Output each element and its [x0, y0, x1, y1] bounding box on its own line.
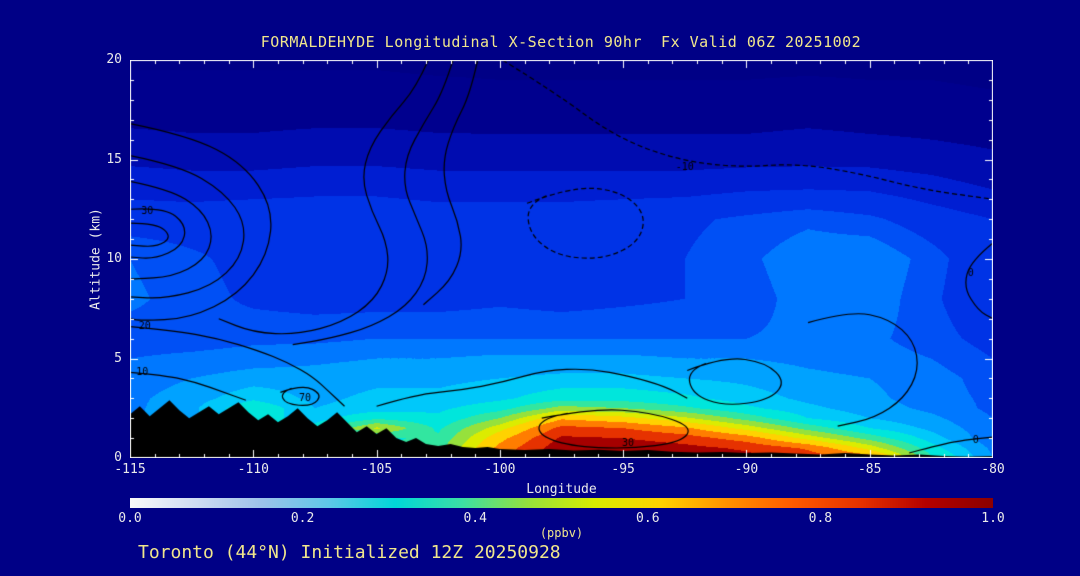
x-tick-label: -90 [734, 462, 759, 477]
x-tick-label: -105 [360, 462, 393, 477]
y-tick-label: 15 [106, 151, 122, 167]
plot-area [130, 60, 993, 458]
x-tick-label: -100 [484, 462, 516, 477]
x-tick-label: -80 [981, 462, 1005, 477]
xsection-plot-canvas [130, 60, 993, 458]
y-tick-label: 5 [114, 350, 122, 366]
y-tick-label: 0 [114, 450, 122, 465]
x-tick-label: -95 [611, 462, 635, 477]
y-tick-label: 20 [106, 52, 122, 67]
colorbar-tick-label: 0.8 [808, 511, 833, 526]
colorbar-tick-label: 0.6 [636, 511, 660, 526]
y-tick-label: 10 [106, 251, 122, 266]
colorbar-tick-label: 0.2 [290, 511, 315, 526]
x-axis-label: Longitude [526, 482, 597, 497]
colorbar-label: (ppbv) [539, 526, 584, 540]
chart-title: FORMALDEHYDE Longitudinal X-Section 90hr… [260, 33, 862, 51]
init-info-text: Toronto (44°N) Initialized 12Z 20250928 [138, 542, 561, 563]
colorbar-tick-label: 0.0 [118, 511, 142, 526]
x-tick-label: -85 [857, 462, 882, 477]
colorbar-tick-label: 0.4 [463, 511, 487, 526]
x-tick-label: -115 [114, 462, 146, 477]
colorbar-tick-label: 1.0 [981, 511, 1005, 526]
colorbar [130, 498, 993, 508]
x-tick-label: -110 [237, 462, 269, 477]
